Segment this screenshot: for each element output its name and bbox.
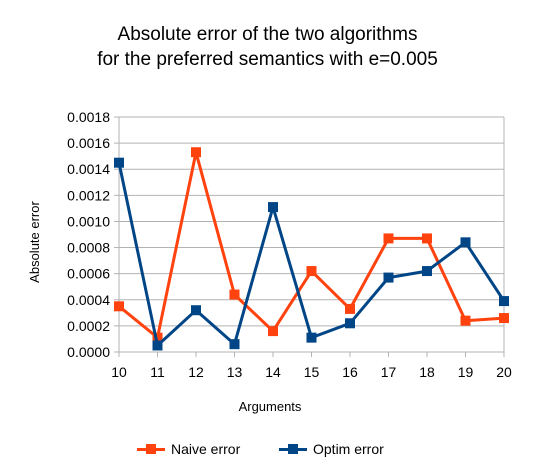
data-point-optim [152,340,163,351]
data-point-naive [499,313,509,324]
y-tick-label: 0.0000 [67,344,110,360]
data-point-optim [345,318,355,329]
y-tick-label: 0.0016 [67,135,110,151]
x-tick-label: 15 [304,364,320,380]
data-point-optim [383,272,394,283]
legend-item-naive: Naive error [137,441,240,457]
x-tick-label: 13 [227,364,243,380]
data-point-naive [229,289,240,300]
y-axis-title: Absolute error [27,201,42,283]
y-tick-label: 0.0004 [67,292,110,308]
data-point-naive [345,303,355,314]
series-line-optim [117,162,506,347]
data-point-optim [306,332,317,343]
x-axis-title: Arguments [239,399,302,414]
data-point-naive [152,332,163,343]
data-point-optim [499,296,509,307]
chart-subtitle: for the preferred semantics with e=0.005 [97,49,438,70]
x-tick-label: 11 [150,364,165,380]
data-point-optim [460,237,471,248]
y-tick-label: 0.0002 [67,318,110,334]
y-tick-label: 0.0010 [67,213,110,229]
y-tick-label: 0.0006 [67,266,110,282]
legend-label-naive: Naive error [171,441,241,457]
y-tick-label: 0.0014 [67,161,110,177]
x-tick-label: 20 [496,364,512,380]
x-tick-label: 17 [381,364,397,380]
legend-item-optim: Optim error [279,441,384,457]
data-point-optim [268,202,278,213]
chart-legend: Naive error Optim error [0,441,535,463]
legend-swatch-optim [279,443,307,455]
x-tick-label: 10 [111,364,127,380]
y-tick-label: 0.0008 [67,240,110,256]
legend-swatch-naive [137,443,165,455]
series-line-naive [118,150,505,340]
chart-title: Absolute error of the two algorithms [117,24,418,45]
data-point-naive [268,326,278,337]
data-point-naive [383,233,394,244]
x-tick-label: 14 [265,364,281,380]
data-point-naive [191,147,201,158]
data-point-optim [422,266,432,277]
x-tick-label: 16 [342,364,358,380]
x-tick-label: 18 [419,364,435,380]
y-tick-label: 0.0012 [67,187,110,203]
x-tick-label: 12 [188,364,204,380]
data-point-optim [191,305,201,316]
legend-label-optim: Optim error [313,441,384,457]
data-point-naive [422,233,432,244]
data-point-naive [114,301,124,312]
data-point-naive [460,315,471,326]
data-point-naive [306,266,317,277]
x-tick-label: 19 [458,364,474,380]
data-point-optim [114,157,124,168]
y-tick-label: 0.0018 [67,109,110,125]
data-point-optim [229,339,240,350]
